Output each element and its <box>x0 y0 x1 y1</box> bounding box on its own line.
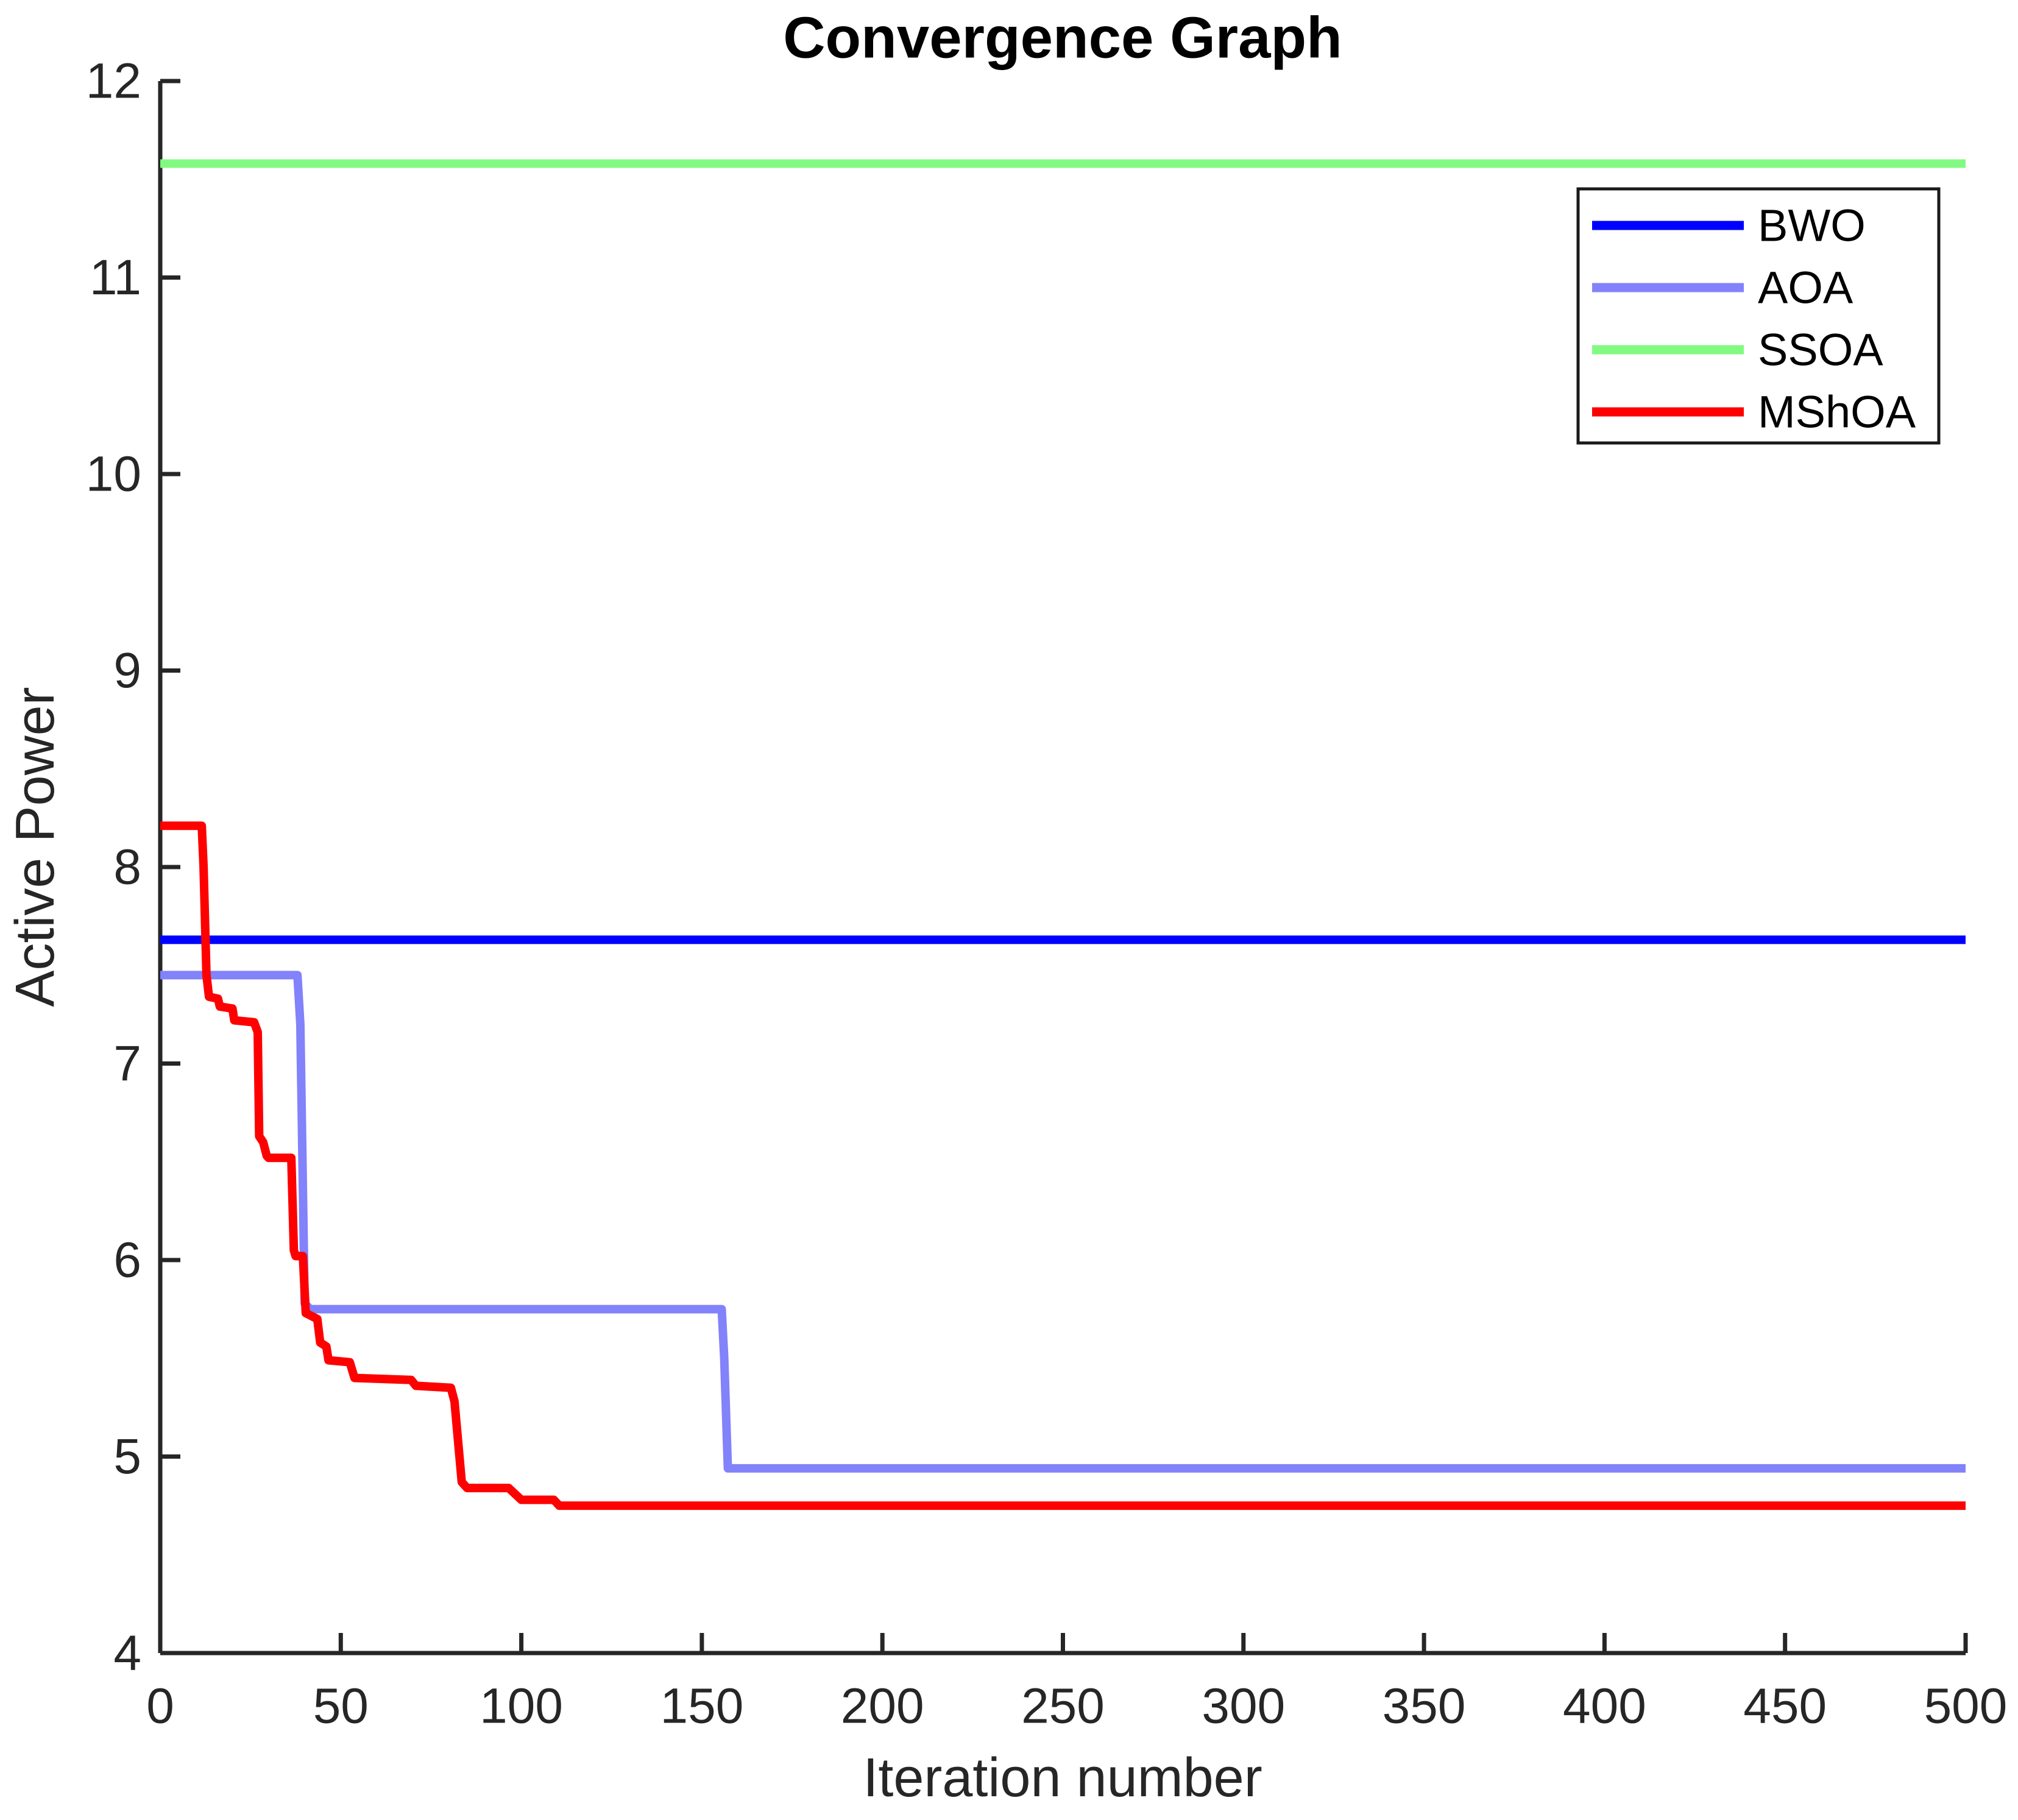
x-tick-label: 500 <box>1924 1679 2008 1734</box>
x-tick-label: 450 <box>1743 1679 1827 1734</box>
y-tick-label: 5 <box>113 1429 141 1484</box>
chart-title: Convergence Graph <box>783 5 1342 71</box>
legend-rows: BWO AOA SSOA MShOA <box>1592 200 1916 437</box>
y-tick-label: 10 <box>86 447 141 502</box>
x-tick-label: 250 <box>1021 1679 1105 1734</box>
x-tick-label: 400 <box>1563 1679 1646 1734</box>
x-tick-label: 0 <box>146 1679 174 1734</box>
legend-label-ssoa: SSOA <box>1758 325 1883 375</box>
x-tick-label: 300 <box>1202 1679 1285 1734</box>
y-tick-label: 9 <box>113 643 141 698</box>
legend-box <box>1576 187 1941 445</box>
series-line-aoa <box>160 971 1966 1473</box>
y-tick-group: 4 5 6 7 8 9 10 11 12 <box>86 54 180 1681</box>
y-tick-label: 6 <box>113 1233 141 1288</box>
legend: BWO AOA SSOA MShOA <box>1576 187 1941 445</box>
y-axis-label: Active Power <box>5 687 66 1007</box>
y-tick-label: 11 <box>90 250 141 305</box>
x-axis-label: Iteration number <box>863 1747 1262 1808</box>
y-tick-label: 7 <box>113 1036 141 1091</box>
x-tick-label: 50 <box>313 1679 369 1734</box>
legend-label-bwo: BWO <box>1758 200 1866 251</box>
x-tick-label: 200 <box>841 1679 924 1734</box>
series-line-mshoa <box>160 821 1966 1510</box>
legend-label-mshoa: MShOA <box>1758 387 1916 437</box>
x-tick-label: 100 <box>480 1679 563 1734</box>
x-tick-label: 150 <box>660 1679 743 1734</box>
y-tick-label: 4 <box>113 1626 141 1681</box>
x-tick-group: 0 50 100 150 200 250 300 350 400 450 500 <box>146 1633 2007 1734</box>
y-tick-label: 12 <box>86 54 141 109</box>
series-lines <box>160 159 1966 1510</box>
y-tick-label: 8 <box>113 840 141 895</box>
legend-label-aoa: AOA <box>1758 263 1853 313</box>
x-tick-label: 350 <box>1383 1679 1466 1734</box>
